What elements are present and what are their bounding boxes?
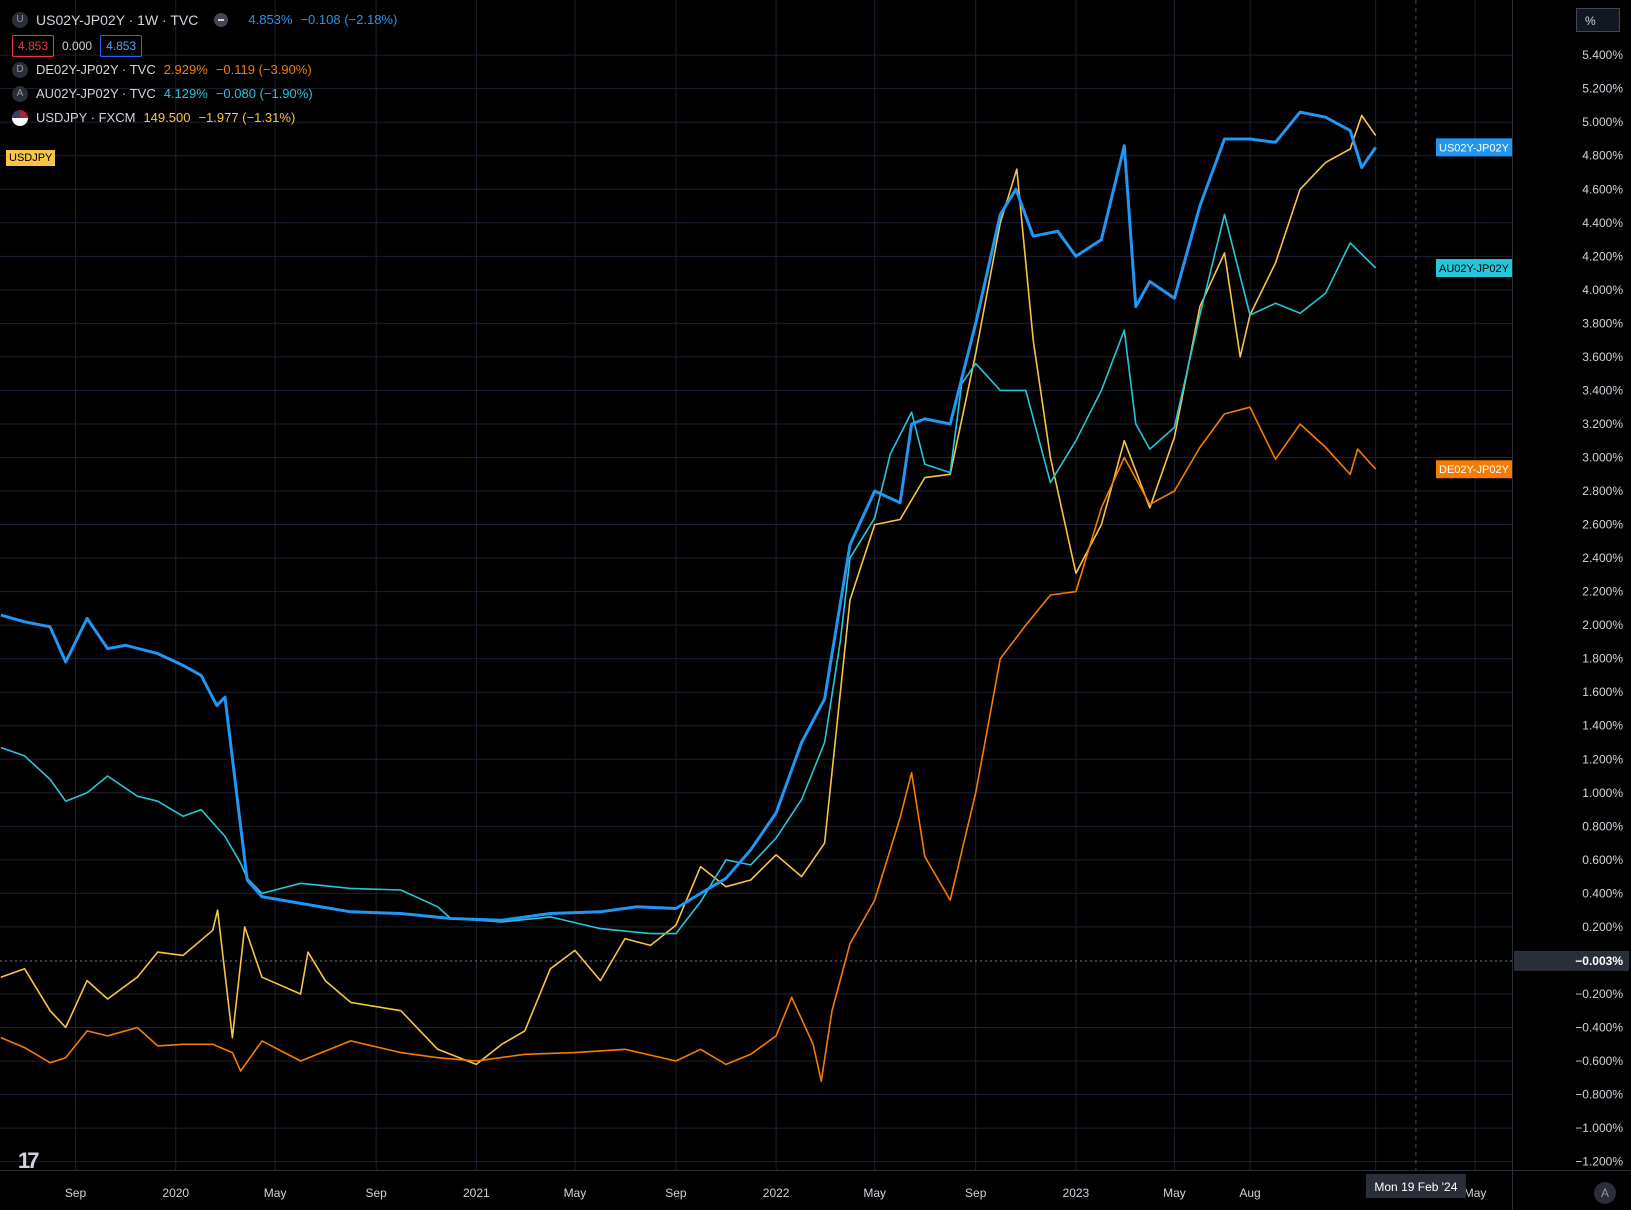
y-tick-label: 0.600% xyxy=(1582,853,1623,867)
y-tick-label: 3.600% xyxy=(1582,350,1623,364)
series-line-us02y-jp02y xyxy=(0,110,1377,922)
series-line-de02y-jp02y xyxy=(0,406,1377,1082)
x-tick-label: Aug xyxy=(1239,1186,1260,1200)
y-tick-label: 2.600% xyxy=(1582,518,1623,532)
end-label-bg xyxy=(1436,460,1512,479)
x-tick-label: 2022 xyxy=(763,1186,790,1200)
end-label: DE02Y-JP02Y xyxy=(1439,464,1510,476)
spread-value: 0.000 xyxy=(62,39,93,53)
usdjpy-title[interactable]: USDJPY · FXCM xyxy=(36,110,136,125)
x-tick-label: 2021 xyxy=(463,1186,490,1200)
price-axis[interactable]: 5.400% 5.200% 5.000% 4.800% 4.600% 4.400% 4.20… xyxy=(1436,0,1631,1210)
de-symbol-icon: D xyxy=(12,62,28,78)
y-tick-label: 4.000% xyxy=(1582,283,1623,297)
x-tick-label: 2023 xyxy=(1063,1186,1090,1200)
y-tick-label: 0.800% xyxy=(1582,819,1623,833)
y-tick-label: −0.200% xyxy=(1575,987,1623,1001)
y-tick-label: 5.000% xyxy=(1582,115,1623,129)
legend-overlay-de[interactable]: D DE02Y-JP02Y · TVC 2.929% −0.119 (−3.90… xyxy=(12,58,397,82)
y-tick-label: 5.400% xyxy=(1582,48,1623,62)
series-layer xyxy=(0,110,1377,1082)
y-tick-label: 4.800% xyxy=(1582,149,1623,163)
legend-overlay-usdjpy[interactable]: USDJPY · FXCM 149.500 −1.977 (−1.31%) xyxy=(12,106,397,130)
main-symbol-title[interactable]: US02Y-JP02Y · 1W · TVC xyxy=(36,12,199,28)
y-tick-label: 4.200% xyxy=(1582,249,1623,263)
y-tick-label: −0.800% xyxy=(1575,1088,1623,1102)
y-tick-label: 1.800% xyxy=(1582,652,1623,666)
y-tick-label: 3.400% xyxy=(1582,383,1623,397)
legend: U US02Y-JP02Y · 1W · TVC 4.853% −0.108 (… xyxy=(12,8,397,130)
au-value: 4.129% xyxy=(163,86,208,101)
y-tick-label: 1.000% xyxy=(1582,786,1623,800)
crosshair-date-bg xyxy=(1365,1174,1466,1198)
legend-overlay-au[interactable]: A AU02Y-JP02Y · TVC 4.129% −0.080 (−1.90… xyxy=(12,82,397,106)
price-axis-bg xyxy=(1512,0,1631,1210)
y-tick-label: −1.200% xyxy=(1575,1155,1623,1169)
usdjpy-scale-chip: USDJPY xyxy=(6,150,56,166)
series-line-usdjpy xyxy=(0,114,1377,1066)
de-title[interactable]: DE02Y-JP02Y · TVC xyxy=(36,62,156,77)
usdjpy-change: −1.977 (−1.31%) xyxy=(198,110,296,125)
usdjpy-value: 149.500 xyxy=(143,110,191,125)
zero-label: −0.003% xyxy=(1575,954,1623,968)
main-change: −0.108 (−2.18%) xyxy=(300,12,398,27)
y-tick-label: 0.200% xyxy=(1582,920,1623,934)
legend-main-row[interactable]: U US02Y-JP02Y · 1W · TVC 4.853% −0.108 (… xyxy=(12,8,397,32)
us-flag-icon xyxy=(12,110,28,126)
main-value: 4.853% xyxy=(248,12,293,27)
x-tick-label: Sep xyxy=(665,1186,687,1200)
y-tick-label: −0.400% xyxy=(1575,1021,1623,1035)
x-tick-label: May xyxy=(863,1186,886,1200)
de-change: −0.119 (−3.90%) xyxy=(215,62,312,77)
x-tick-label: 2020 xyxy=(162,1186,189,1200)
tradingview-logo[interactable]: 17 xyxy=(18,1148,40,1173)
auto-scale-button[interactable]: A xyxy=(1594,1182,1616,1204)
bid-button[interactable]: 4.853 xyxy=(12,35,55,57)
x-tick-label: May xyxy=(264,1186,287,1200)
y-tick-label: 4.400% xyxy=(1582,216,1623,230)
y-tick-label: 3.800% xyxy=(1582,316,1623,330)
zero-label-bg xyxy=(1514,950,1629,971)
au-change: −0.080 (−1.90%) xyxy=(215,86,313,101)
au-symbol-icon: A xyxy=(12,86,28,102)
y-tick-label: 3.200% xyxy=(1582,417,1623,431)
y-tick-label: 2.400% xyxy=(1582,551,1623,565)
y-tick-label: −1.000% xyxy=(1575,1121,1623,1135)
end-label-bg xyxy=(1436,138,1512,157)
y-tick-label: 1.200% xyxy=(1582,752,1623,766)
y-tick-label: 2.800% xyxy=(1582,484,1623,498)
x-tick-label: Sep xyxy=(965,1186,987,1200)
bid-ask-row: 4.853 0.000 4.853 xyxy=(12,34,397,58)
y-tick-label: 4.600% xyxy=(1582,182,1623,196)
series-line-au02y-jp02y xyxy=(0,213,1377,935)
end-label-bg xyxy=(1436,259,1512,278)
de-value: 2.929% xyxy=(163,62,208,77)
y-tick-label: 3.000% xyxy=(1582,451,1623,465)
y-tick-label: 0.400% xyxy=(1582,886,1623,900)
x-tick-label: Sep xyxy=(65,1186,87,1200)
x-tick-label: May xyxy=(1163,1186,1186,1200)
ask-button[interactable]: 4.853 xyxy=(100,35,143,57)
y-tick-label: 5.200% xyxy=(1582,82,1623,96)
time-axis[interactable]: Sep 2020 May Sep 2021 May Sep 2022 May Sep 2023 May… xyxy=(0,1170,1631,1201)
y-tick-label: 2.200% xyxy=(1582,585,1623,599)
x-tick-label: Sep xyxy=(365,1186,387,1200)
y-tick-label: 1.600% xyxy=(1582,685,1623,699)
y-tick-label: 2.000% xyxy=(1582,618,1623,632)
y-tick-label: 1.400% xyxy=(1582,719,1623,733)
crosshair-date-label: Mon 19 Feb '24 xyxy=(1374,1180,1457,1194)
end-label: AU02Y-JP02Y xyxy=(1439,263,1510,275)
main-symbol-icon: U xyxy=(12,12,28,28)
hide-icon[interactable] xyxy=(214,13,229,27)
y-tick-label: −0.600% xyxy=(1575,1054,1623,1068)
x-tick-label: May xyxy=(1464,1186,1487,1200)
au-title[interactable]: AU02Y-JP02Y · TVC xyxy=(36,86,156,101)
unit-button[interactable]: % xyxy=(1576,8,1620,32)
x-tick-label: May xyxy=(564,1186,587,1200)
end-label: US02Y-JP02Y xyxy=(1439,142,1510,154)
